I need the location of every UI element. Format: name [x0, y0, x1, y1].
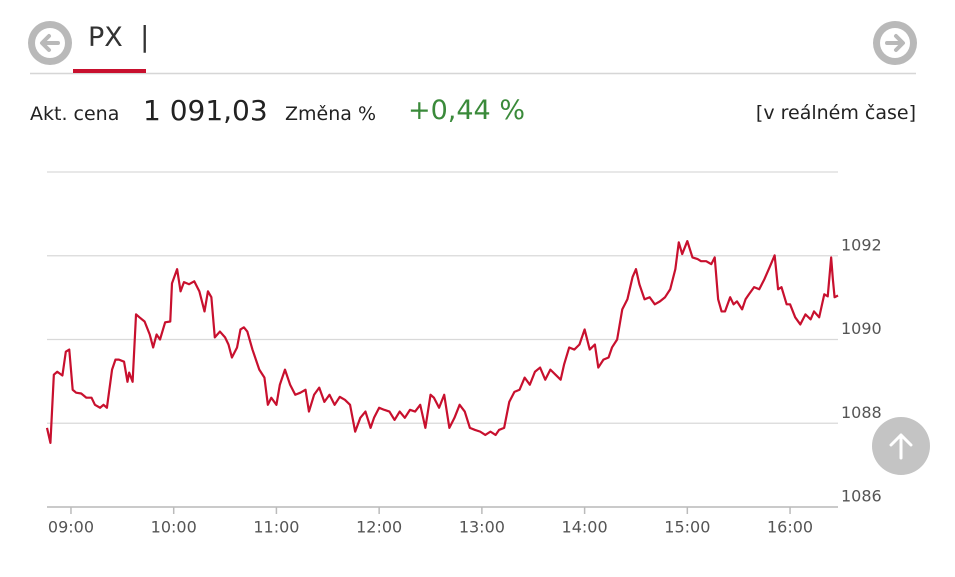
x-tick-label: 12:00 [356, 518, 402, 537]
x-tick-label: 15:00 [664, 518, 710, 537]
realtime-note: [v reálném čase] [755, 102, 916, 124]
tab-cursor: | [140, 20, 150, 53]
y-tick-label: 1086 [841, 487, 882, 506]
back-button[interactable] [28, 21, 72, 65]
change-value: +0,44 % [408, 95, 525, 126]
x-tick-label: 09:00 [48, 518, 94, 537]
x-tick-label: 10:00 [151, 518, 197, 537]
change-label: Změna % [285, 103, 376, 125]
tab-label[interactable]: PX [88, 22, 123, 53]
x-tick-label: 13:00 [459, 518, 505, 537]
x-tick-label: 16:00 [767, 518, 813, 537]
scroll-top-button[interactable] [871, 416, 931, 476]
tab-underline [73, 69, 146, 73]
y-tick-label: 1088 [841, 403, 882, 422]
price-value: 1 091,03 [143, 94, 268, 127]
y-tick-label: 1090 [841, 319, 882, 338]
y-tick-label: 1092 [841, 235, 882, 254]
price-label: Akt. cena [30, 103, 120, 125]
price-line [45, 239, 839, 445]
forward-button[interactable] [873, 21, 917, 65]
x-tick-label: 11:00 [253, 518, 299, 537]
x-tick-label: 14:00 [562, 518, 608, 537]
